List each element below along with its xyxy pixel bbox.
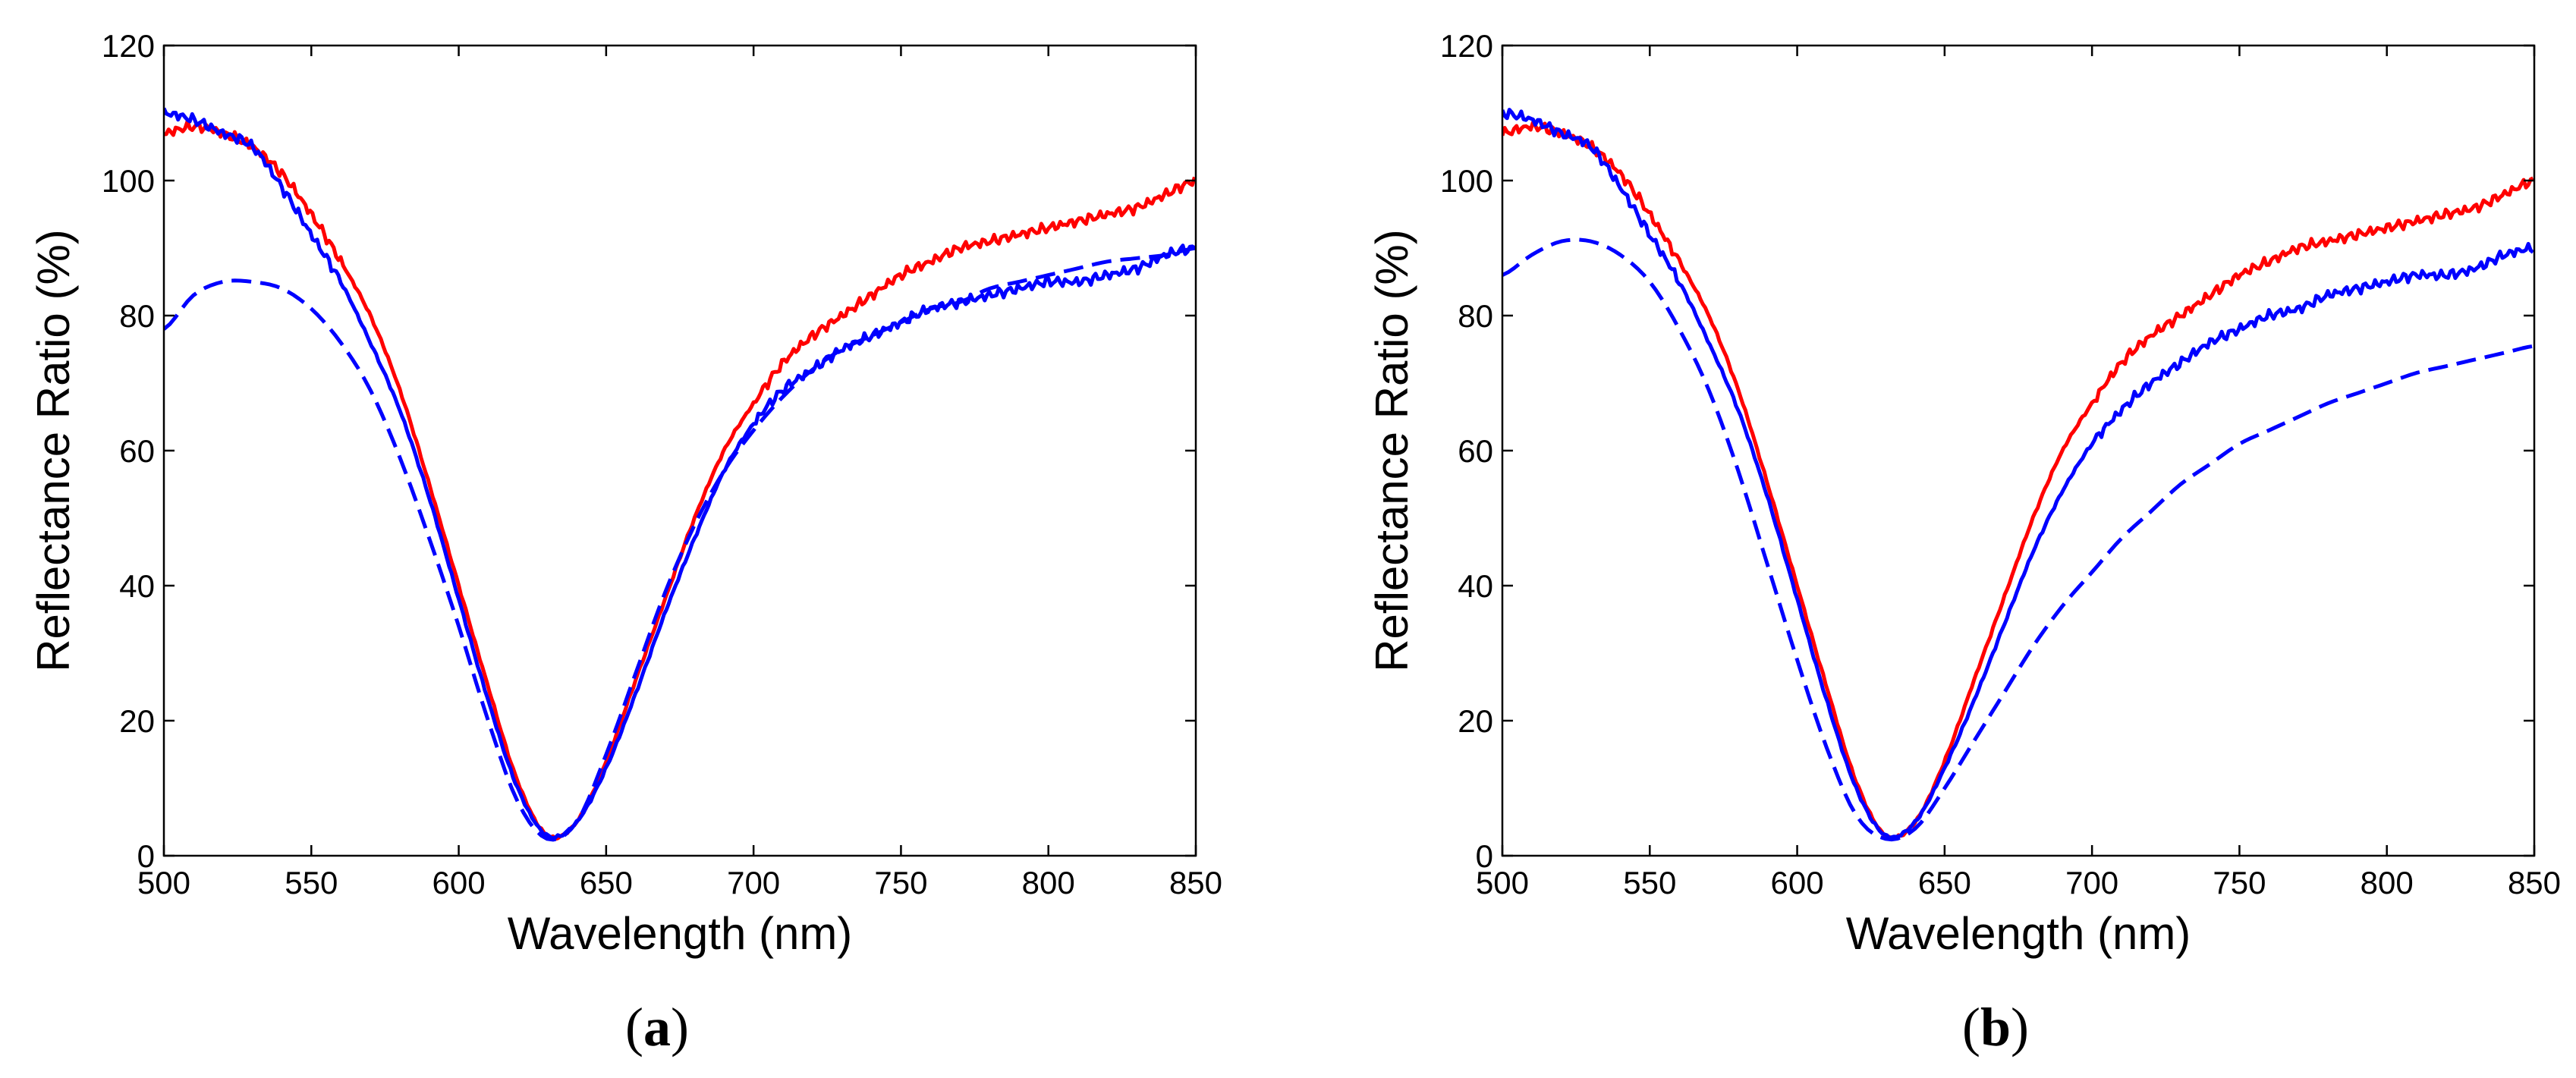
y-tick-label: 40 (119, 568, 155, 604)
series-line-2 (1502, 237, 2534, 842)
x-tick-label: 550 (285, 865, 338, 900)
y-tick-label: 120 (1440, 28, 1493, 64)
y-tick-label: 60 (119, 433, 155, 469)
y-tick-label: 80 (119, 298, 155, 334)
x-tick-label: 600 (432, 865, 486, 900)
y-tick-label: 0 (137, 838, 155, 874)
y-axis-label: Reflectance Ratio (%) (28, 229, 79, 672)
y-tick-label: 20 (119, 703, 155, 739)
x-axis-label: Wavelength (nm) (508, 908, 853, 959)
series-line-2 (164, 246, 1196, 842)
series-line-1 (1502, 108, 2534, 841)
x-tick-label: 800 (2361, 865, 2414, 900)
series-line-0 (164, 119, 1196, 841)
plot-frame (162, 44, 1197, 857)
x-tick-label: 550 (1623, 865, 1676, 900)
x-tick-label: 700 (727, 865, 780, 900)
plot-frame (1501, 44, 2536, 857)
x-tick-label: 650 (580, 865, 633, 900)
series-line-0 (1502, 120, 2534, 841)
chart-panel-a: 500 550 600 650 700 750 800 850 0 20 40 60 80 100 120 W… (28, 28, 1222, 1058)
x-tick-label: 850 (2508, 865, 2561, 900)
x-axis-label: Wavelength (nm) (1846, 908, 2191, 959)
y-tick-label: 80 (1458, 298, 1493, 334)
y-tick-label: 0 (1476, 838, 1493, 874)
y-tick-label: 60 (1458, 433, 1493, 469)
x-tick-label: 700 (2065, 865, 2118, 900)
x-tick-label: 800 (1022, 865, 1075, 900)
y-tick-label: 20 (1458, 703, 1493, 739)
x-tick-label: 500 (1476, 865, 1529, 900)
panel-label: (a) (625, 997, 689, 1058)
x-tick-label: 600 (1771, 865, 1824, 900)
x-tick-label: 650 (1918, 865, 1971, 900)
x-tick-label: 750 (2213, 865, 2266, 900)
y-tick-label: 40 (1458, 568, 1493, 604)
panel-label: (b) (1962, 997, 2029, 1058)
x-tick-label: 750 (874, 865, 927, 900)
chart-panel-b: 500 550 600 650 700 750 800 850 0 20 40 60 80 100 120 W… (1367, 28, 2561, 1058)
y-tick-label: 100 (1440, 163, 1493, 199)
y-axis-label: Reflectance Ratio (%) (1367, 229, 1417, 672)
series-line-1 (164, 107, 1196, 841)
x-tick-label: 850 (1169, 865, 1222, 900)
y-tick-label: 100 (102, 163, 155, 199)
x-tick-label: 500 (137, 865, 190, 900)
y-tick-label: 120 (102, 28, 155, 64)
